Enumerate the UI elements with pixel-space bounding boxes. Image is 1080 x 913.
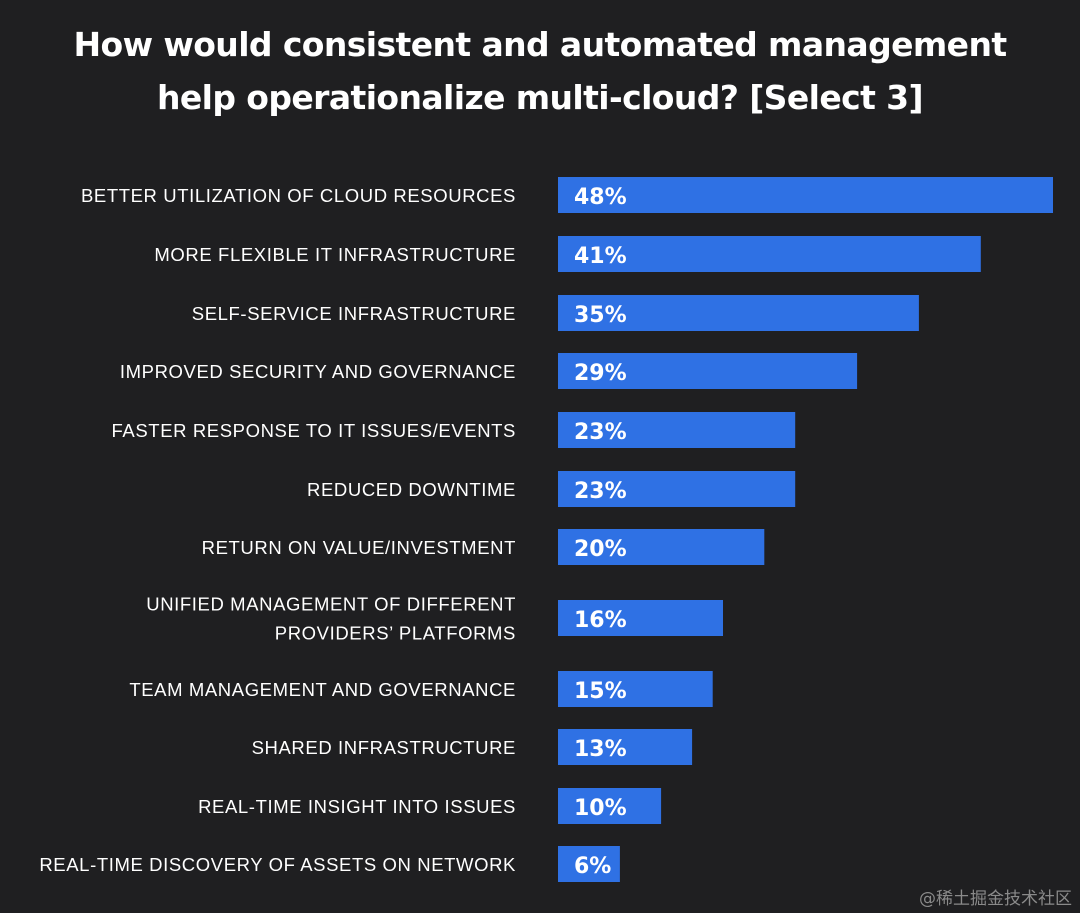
bar-row: 23% REDUCED DOWNTIME: [307, 471, 796, 507]
bar: [558, 412, 796, 448]
bar-value-label: 13%: [574, 737, 627, 762]
category-label: RETURN ON VALUE/INVESTMENT: [202, 537, 516, 558]
bar-row: 16% UNIFIED MANAGEMENT OF DIFFERENT PROVID…: [146, 594, 723, 644]
bar-value-label: 10%: [574, 796, 627, 821]
category-label: IMPROVED SECURITY AND GOVERNANCE: [120, 361, 516, 382]
category-label: REDUCED DOWNTIME: [307, 479, 516, 500]
bar-value-label: 20%: [574, 537, 627, 562]
bar: [558, 788, 662, 824]
chart-title-line: How would consistent and automated manag…: [73, 25, 1007, 64]
bar-row: 6% REAL-TIME DISCOVERY OF ASSETS ON NETWO…: [39, 846, 620, 882]
bar-value-label: 29%: [574, 361, 627, 386]
bar: [558, 729, 693, 765]
bar-row: 23% FASTER RESPONSE TO IT ISSUES/EVENTS: [112, 412, 796, 448]
bar: [558, 177, 1053, 213]
bar: [558, 236, 981, 272]
bar-value-label: 41%: [574, 244, 627, 269]
bar-value-label: 48%: [574, 185, 627, 210]
bar-row: 35% SELF-SERVICE INFRASTRUCTURE: [192, 295, 919, 331]
bar: [558, 471, 796, 507]
bar-row: 29% IMPROVED SECURITY AND GOVERNANCE: [120, 353, 858, 389]
bar-value-label: 6%: [574, 854, 611, 879]
bar-value-label: 23%: [574, 479, 627, 504]
bar: [558, 353, 858, 389]
category-label: TEAM MANAGEMENT AND GOVERNANCE: [129, 679, 516, 700]
bar: [558, 295, 919, 331]
bar-value-label: 16%: [574, 608, 627, 633]
bar-value-label: 15%: [574, 679, 627, 704]
bar: [558, 846, 620, 882]
watermark: @稀土掘金技术社区: [919, 889, 1072, 909]
bar-value-label: 35%: [574, 303, 627, 328]
category-label: MORE FLEXIBLE IT INFRASTRUCTURE: [154, 244, 516, 265]
bar-row: 48% BETTER UTILIZATION OF CLOUD RESOURCES: [81, 177, 1053, 213]
category-label: REAL-TIME INSIGHT INTO ISSUES: [198, 796, 516, 817]
bar-row: 20% RETURN ON VALUE/INVESTMENT: [202, 529, 765, 565]
category-label: BETTER UTILIZATION OF CLOUD RESOURCES: [81, 185, 516, 206]
bar-row: 41% MORE FLEXIBLE IT INFRASTRUCTURE: [154, 236, 981, 272]
category-label: REAL-TIME DISCOVERY OF ASSETS ON NETWORK: [39, 854, 516, 875]
bar: [558, 529, 765, 565]
chart-title-line: help operationalize multi-cloud? [Select…: [157, 78, 924, 117]
category-label: UNIFIED MANAGEMENT OF DIFFERENT: [146, 594, 516, 615]
category-label: PROVIDERS’ PLATFORMS: [275, 623, 516, 644]
bar-row: 10% REAL-TIME INSIGHT INTO ISSUES: [198, 788, 662, 824]
bar-row: 15% TEAM MANAGEMENT AND GOVERNANCE: [129, 671, 713, 707]
chart-title: How would consistent and automated manag…: [0, 18, 1080, 124]
category-label: FASTER RESPONSE TO IT ISSUES/EVENTS: [112, 420, 516, 441]
category-label: SHARED INFRASTRUCTURE: [252, 737, 516, 758]
bar: [558, 600, 723, 636]
category-label: SELF-SERVICE INFRASTRUCTURE: [192, 303, 516, 324]
bar-row: 13% SHARED INFRASTRUCTURE: [252, 729, 693, 765]
bar-value-label: 23%: [574, 420, 627, 445]
bar: [558, 671, 713, 707]
